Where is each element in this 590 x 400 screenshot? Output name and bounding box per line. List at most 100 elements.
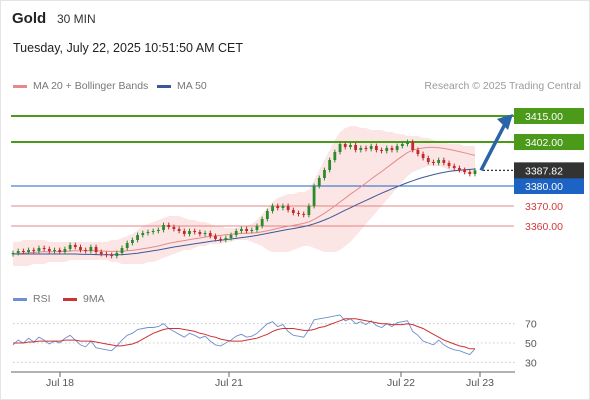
legend-ma20-bollinger: MA 20 + Bollinger Bands	[13, 80, 148, 92]
candle-body	[458, 168, 461, 170]
projection-arrow-head	[497, 114, 513, 130]
candle-body	[400, 144, 404, 146]
level-label-3380.00: 3380.00	[525, 181, 563, 193]
legend-rsi: RSI	[13, 293, 51, 305]
candle-body	[84, 250, 88, 251]
candle-body	[255, 226, 259, 230]
level-label-3402.00: 3402.00	[525, 137, 563, 149]
level-tag-3415.00	[514, 108, 584, 124]
candle-body	[343, 144, 347, 147]
level-label-3415.00: 3415.00	[525, 111, 563, 123]
candle-body	[182, 231, 186, 234]
legend-ma50-label: MA 50	[177, 80, 207, 92]
candle-body	[99, 252, 103, 254]
candle-body	[447, 163, 451, 166]
credit-text: Research © 2025 Trading Central	[424, 80, 581, 92]
level-tag-3402.00	[514, 134, 584, 150]
candle-body	[130, 240, 134, 243]
legend-swatch-9ma	[63, 297, 77, 301]
x-tick-label-jul-22: Jul 22	[387, 377, 415, 389]
candle-body	[156, 230, 160, 231]
rsi-tick-label-70: 70	[525, 319, 537, 331]
candle-body	[432, 162, 435, 163]
candle-body	[359, 148, 363, 150]
candle-body	[120, 248, 124, 253]
candle-body	[426, 158, 430, 162]
x-tick-label-jul-21: Jul 21	[215, 377, 243, 389]
legend-ma20-label: MA 20 + Bollinger Bands	[33, 80, 149, 92]
candle-body	[437, 160, 441, 163]
candle-body	[395, 146, 399, 150]
x-tick-label-jul-23: Jul 23	[466, 377, 494, 389]
candle-body	[79, 247, 82, 250]
candle-body	[416, 150, 420, 154]
candle-body	[369, 146, 373, 149]
candle-body	[333, 152, 337, 160]
candle-body	[354, 145, 358, 150]
candle-body	[307, 206, 311, 215]
candle-body	[271, 206, 274, 211]
candle-body	[317, 178, 321, 186]
candle-body	[245, 229, 248, 231]
candle-body	[229, 235, 233, 238]
candle-body	[473, 170, 477, 174]
legend-swatch-ma20	[13, 84, 27, 88]
candle-body	[167, 225, 171, 227]
level-tag-3380.00	[514, 178, 584, 194]
rsi-tick-label-50: 50	[525, 338, 537, 350]
candle-body	[276, 206, 280, 208]
candle-body	[136, 235, 139, 240]
candle-body	[32, 250, 36, 251]
projection-arrow-shaft	[479, 123, 507, 172]
candle-body	[240, 229, 243, 231]
candle-body	[442, 160, 446, 163]
legend-swatch-rsi	[13, 297, 27, 301]
current-price-label: 3387.82	[525, 165, 563, 177]
candle-body	[172, 227, 176, 229]
candle-body	[198, 232, 202, 234]
x-tick-label-jul-18: Jul 18	[46, 377, 74, 389]
legend-ma50: MA 50	[157, 80, 207, 92]
candle-body	[260, 219, 264, 226]
candle-body	[463, 170, 467, 172]
candle-body	[302, 214, 306, 215]
candle-body	[374, 146, 378, 150]
candle-body	[214, 236, 217, 239]
candle-body	[208, 233, 212, 236]
candle-body	[323, 170, 326, 178]
candle-body	[37, 248, 41, 251]
candle-body	[406, 142, 409, 144]
candle-body	[188, 231, 191, 234]
candle-body	[364, 148, 368, 149]
candle-body	[27, 250, 30, 252]
rsi-9ma-line	[13, 318, 475, 350]
candle-body	[281, 206, 285, 208]
candle-body	[162, 225, 165, 230]
candle-body	[312, 186, 316, 206]
level-label-3360.00: 3360.00	[525, 221, 563, 233]
timeframe-label[interactable]: 30 MIN	[57, 12, 96, 26]
legend-9ma: 9MA	[63, 293, 105, 305]
candle-body	[338, 144, 342, 152]
candle-body	[146, 232, 150, 233]
candle-body	[16, 251, 20, 253]
candle-body	[468, 172, 472, 174]
timestamp: Tuesday, July 22, 2025 10:51:50 AM CET	[13, 41, 243, 55]
candle-body	[89, 247, 93, 251]
instrument-title: Gold	[12, 10, 47, 27]
candle-body	[115, 253, 119, 256]
legend-9ma-label: 9MA	[83, 293, 105, 305]
candle-body	[11, 253, 15, 255]
candle-body	[452, 166, 456, 168]
candle-body	[193, 231, 197, 232]
candle-body	[94, 247, 98, 252]
candle-body	[42, 248, 46, 249]
candle-body	[328, 160, 332, 170]
candle-body	[291, 210, 295, 213]
candle-body	[151, 231, 155, 232]
rsi-tick-label-30: 30	[525, 357, 537, 369]
candle-body	[47, 249, 51, 251]
candle-body	[203, 233, 207, 234]
candle-body	[265, 211, 269, 219]
